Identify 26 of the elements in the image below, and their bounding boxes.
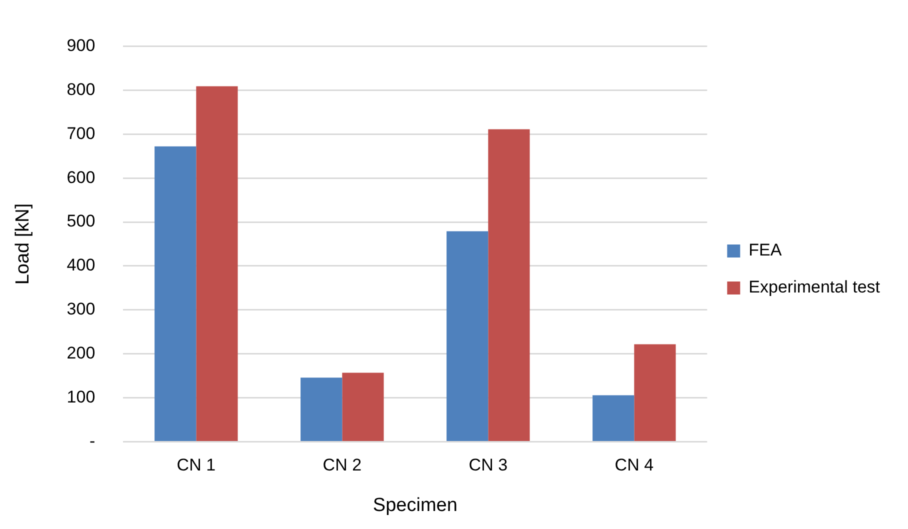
bar — [634, 344, 676, 442]
bar — [446, 231, 488, 442]
bar — [488, 129, 530, 442]
y-tick-label: 400 — [66, 256, 96, 275]
y-tick-label: 800 — [66, 80, 96, 99]
x-tick-label: CN 4 — [614, 456, 654, 475]
y-tick-label: 900 — [66, 36, 96, 55]
legend-label: Experimental test — [748, 278, 880, 297]
x-tick-label: CN 2 — [322, 456, 362, 475]
bar — [342, 372, 384, 442]
y-tick-label: 100 — [66, 388, 96, 407]
y-tick-label: - — [89, 431, 96, 450]
bar — [592, 395, 634, 442]
x-tick-label: CN 1 — [176, 456, 216, 475]
x-tick-label: CN 3 — [468, 456, 508, 475]
bar — [154, 146, 196, 442]
y-tick-label: 500 — [66, 212, 96, 231]
bar — [300, 378, 342, 442]
y-tick-label: 300 — [66, 300, 96, 319]
y-axis-title: Load [kN] — [12, 203, 34, 285]
legend-label: FEA — [748, 240, 782, 260]
y-tick-label: 700 — [66, 124, 96, 143]
bar — [196, 86, 238, 442]
x-axis-title: Specimen — [372, 494, 458, 516]
y-tick-label: 600 — [66, 168, 96, 187]
y-tick-label: 200 — [66, 344, 96, 363]
